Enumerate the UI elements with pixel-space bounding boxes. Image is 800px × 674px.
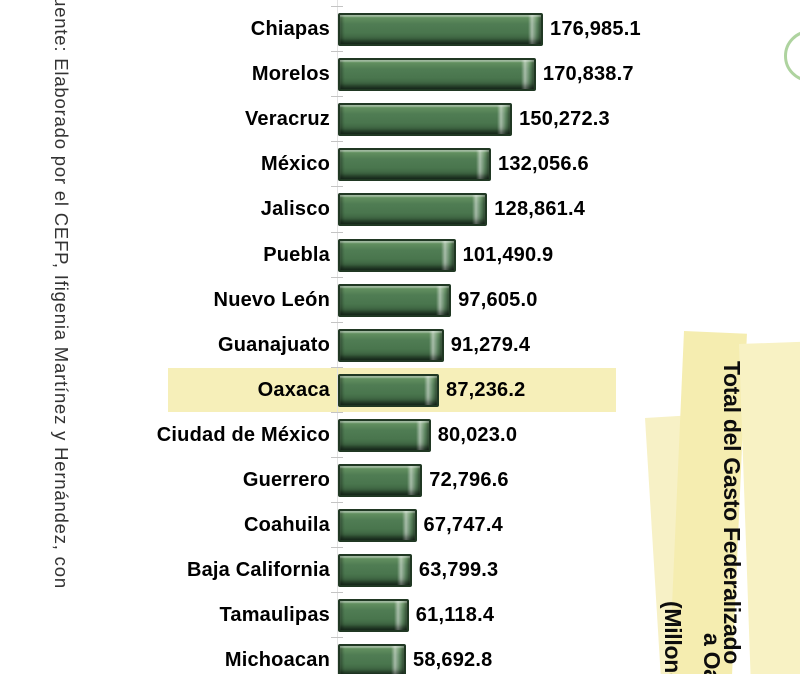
chart-row: Nuevo León 97,605.0 (0, 278, 800, 323)
category-label: Michoacan (224, 649, 330, 672)
category-label: Ciudad de México (156, 423, 330, 446)
chart-row: Morelos 170,838.7 (0, 52, 800, 97)
chart-row: Oaxaca 87,236.2 (0, 368, 800, 413)
category-label: Tamaulipas (219, 604, 330, 627)
bar (338, 373, 439, 407)
value-label: 61,118.4 (415, 604, 495, 627)
bar (338, 103, 513, 137)
category-label: Jalisco (260, 198, 330, 221)
axis-tick (331, 321, 343, 323)
chart-title-line1: Total del Gasto Federalizado (719, 361, 746, 665)
category-label: Coahuila (243, 514, 330, 537)
bar (338, 13, 543, 47)
bar (338, 554, 412, 588)
bar (338, 58, 536, 92)
bar (338, 193, 488, 227)
category-label: Chiapas (250, 18, 330, 41)
value-label: 101,490.9 (462, 243, 554, 266)
bar (338, 328, 444, 362)
value-label: 67,747.4 (423, 514, 503, 537)
chart-row: Coahuila 67,747.4 (0, 503, 800, 548)
bar (338, 148, 491, 182)
chart-row: Tamaulipas 61,118.4 (0, 593, 800, 638)
axis-tick (331, 51, 343, 53)
category-label: México (260, 153, 330, 176)
axis-tick (331, 276, 343, 278)
category-label: Baja California (186, 559, 330, 582)
category-label: Nuevo León (213, 288, 330, 311)
chart-row: Michoacan 58,692.8 (0, 638, 800, 674)
chart-title-line3: (Millones de pesos) (660, 601, 686, 674)
chart-row: Puebla 101,490.9 (0, 232, 800, 277)
axis-tick (331, 231, 343, 233)
axis-tick (331, 502, 343, 504)
axis-tick (331, 457, 343, 458)
axis-tick (331, 96, 343, 98)
value-label: 80,023.0 (437, 423, 518, 446)
bar-chart: Chiapas 176,985.1 Morelos 170,838.7 Veracruz… (0, 7, 800, 674)
chart-row: Jalisco 128,861.4 (0, 187, 800, 232)
category-label: Veracruz (245, 108, 330, 131)
chart-row: Veracruz 150,272.3 (0, 97, 800, 142)
chart-title-line2: a Oaxaca (699, 633, 725, 674)
axis-tick (331, 637, 343, 639)
category-label: Guerrero (242, 468, 330, 491)
value-label: 91,279.4 (450, 333, 531, 356)
value-label: 176,985.1 (550, 18, 641, 41)
chart-row: Chiapas 176,985.1 (0, 7, 800, 52)
value-label: 72,796.6 (429, 468, 509, 491)
category-label: Puebla (263, 243, 330, 266)
value-label: 128,861.4 (494, 198, 586, 221)
chart-row: Guanajuato 91,279.4 (0, 323, 800, 368)
axis-tick (331, 592, 343, 594)
value-label: 132,056.6 (498, 153, 589, 176)
axis-tick (331, 366, 343, 368)
bar (338, 238, 456, 272)
category-axis (337, 0, 338, 674)
value-label: 170,838.7 (542, 63, 634, 86)
bar (338, 283, 452, 317)
chart-row: Ciudad de México 80,023.0 (0, 413, 800, 458)
axis-tick (331, 186, 343, 188)
axis-tick (331, 6, 343, 7)
axis-tick (331, 141, 343, 143)
axis-tick (331, 547, 343, 549)
value-label: 87,236.2 (446, 378, 526, 401)
category-label: Morelos (251, 63, 330, 86)
chart-row: Guerrero 72,796.6 (0, 458, 800, 503)
value-label: 58,692.8 (413, 649, 493, 672)
chart-row: Baja California 63,799.3 (0, 548, 800, 593)
bar (338, 599, 409, 633)
bar (338, 418, 431, 452)
category-label: Oaxaca (257, 378, 330, 401)
axis-tick (331, 411, 343, 413)
source-note: Fuente: Elaborado por el CEFP, Ifigenia … (51, 0, 73, 589)
value-label: 97,605.0 (458, 288, 538, 311)
category-label: Guanajuato (217, 333, 330, 356)
bar (338, 509, 417, 543)
value-label: 63,799.3 (418, 559, 499, 582)
bar (338, 644, 406, 674)
chart-row: México 132,056.6 (0, 142, 800, 187)
bar (338, 463, 423, 497)
value-label: 150,272.3 (519, 108, 610, 131)
